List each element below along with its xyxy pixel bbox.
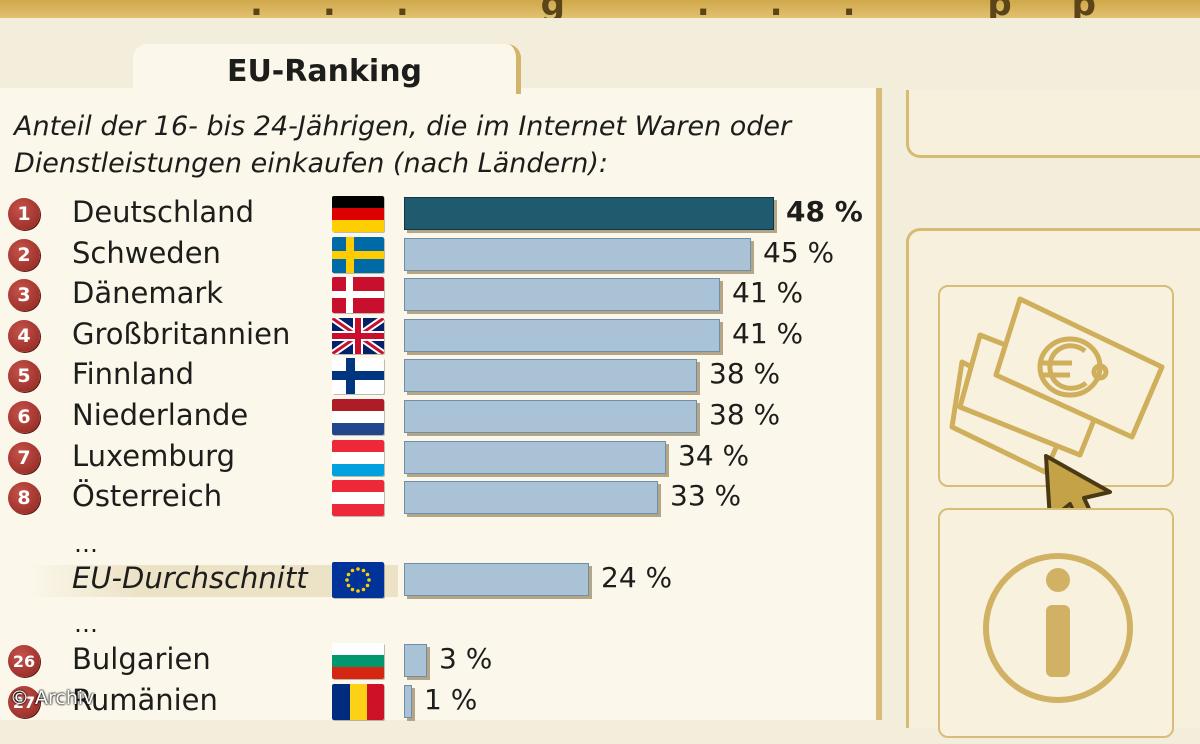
flag-ro-icon xyxy=(332,684,384,720)
flag-eu-icon xyxy=(332,562,384,598)
country-label: Deutschland xyxy=(72,195,254,229)
bar xyxy=(404,644,427,677)
bar xyxy=(404,563,589,596)
money-euro-icon xyxy=(949,296,1165,475)
bar xyxy=(404,400,697,433)
value-label: 38 % xyxy=(709,357,781,390)
ellipsis-1: … xyxy=(74,530,98,558)
flag-gb-icon xyxy=(332,318,384,354)
rank-badge: 8 xyxy=(8,482,40,514)
value-label: 24 % xyxy=(601,561,673,594)
side-panel-top xyxy=(906,90,1200,158)
flag-nl-icon xyxy=(332,399,384,435)
country-label: Rumänien xyxy=(72,683,218,717)
rank-badge: 26 xyxy=(8,645,40,677)
info-icon xyxy=(983,553,1133,703)
value-label: 45 % xyxy=(763,236,835,269)
rank-badge: 7 xyxy=(8,442,40,474)
rank-badge: 5 xyxy=(8,360,40,392)
flag-dk-icon xyxy=(332,277,384,313)
bar xyxy=(404,481,658,514)
rank-badge: 2 xyxy=(8,239,40,271)
bar xyxy=(404,197,774,230)
value-label: 38 % xyxy=(709,398,781,431)
rank-badge: 4 xyxy=(8,320,40,352)
bar xyxy=(404,319,720,352)
value-label: 41 % xyxy=(732,276,804,309)
chart-subtitle-line2: Dienstleistungen einkaufen (nach Ländern… xyxy=(14,148,608,179)
flag-lu-icon xyxy=(332,440,384,476)
value-label: 33 % xyxy=(670,479,742,512)
country-label: Großbritannien xyxy=(72,317,291,351)
bar xyxy=(404,685,412,718)
ellipsis-2: … xyxy=(74,610,98,638)
flag-at-icon xyxy=(332,480,384,516)
country-label: Niederlande xyxy=(72,398,249,432)
flag-se-icon xyxy=(332,237,384,273)
bar xyxy=(404,359,697,392)
rank-badge: 27 xyxy=(8,686,40,718)
info-tile xyxy=(938,508,1174,738)
rank-badge: 6 xyxy=(8,401,40,433)
value-label: 34 % xyxy=(678,439,750,472)
country-label: Schweden xyxy=(72,236,221,270)
chart-subtitle: Anteil der 16- bis 24-Jährigen, die im I… xyxy=(14,108,791,182)
tab-eu-ranking: EU-Ranking xyxy=(133,44,521,94)
tab-label: EU-Ranking xyxy=(226,54,423,89)
country-label: Finnland xyxy=(72,357,195,391)
bar xyxy=(404,278,720,311)
country-label: Luxemburg xyxy=(72,439,235,473)
rank-badge: 3 xyxy=(8,279,40,311)
top-banner: ... g ... pp g xyxy=(0,0,1200,18)
money-tile xyxy=(938,285,1174,487)
top-banner-text: ... g ... pp g xyxy=(250,0,1200,18)
value-label: 48 % xyxy=(786,195,863,228)
flag-de-icon xyxy=(332,196,384,232)
bar xyxy=(404,441,666,474)
value-label: 1 % xyxy=(424,683,478,716)
value-label: 3 % xyxy=(439,642,493,675)
bar xyxy=(404,238,751,271)
rank-badge: 1 xyxy=(8,198,40,230)
chart-subtitle-line1: Anteil der 16- bis 24-Jährigen, die im I… xyxy=(14,111,792,142)
country-label: Dänemark xyxy=(72,276,224,310)
country-label: Österreich xyxy=(72,479,223,513)
eu-average-label: EU-Durchschnitt xyxy=(72,561,308,595)
flag-fi-icon xyxy=(332,358,384,394)
country-label: Bulgarien xyxy=(72,642,211,676)
value-label: 41 % xyxy=(732,317,804,350)
flag-bg-icon xyxy=(332,643,384,679)
copyright-notice: © Archiv xyxy=(10,687,95,709)
